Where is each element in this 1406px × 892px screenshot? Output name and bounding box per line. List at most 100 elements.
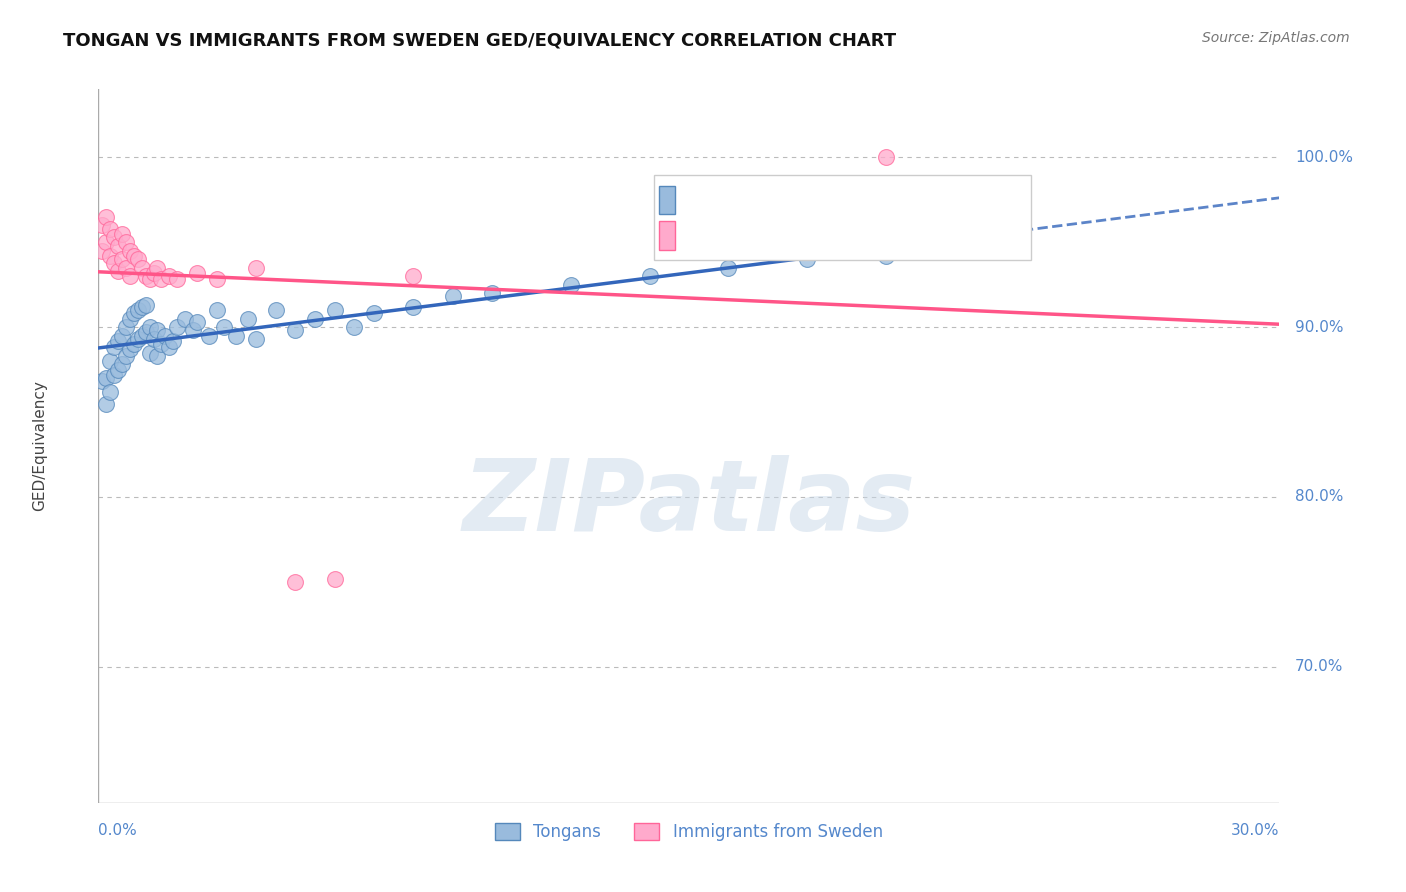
Point — [264, 303, 287, 318]
Point — [131, 328, 153, 343]
Point — [363, 306, 385, 320]
Point — [236, 311, 259, 326]
Point — [150, 272, 173, 286]
Point — [343, 320, 366, 334]
Point — [135, 298, 157, 312]
Point — [402, 300, 425, 314]
Point — [138, 272, 160, 286]
Point — [115, 320, 138, 334]
Text: R = 0.388: R = 0.388 — [682, 191, 772, 209]
Text: 70.0%: 70.0% — [1295, 659, 1344, 674]
Point — [157, 269, 180, 284]
Point — [174, 311, 197, 326]
Point — [155, 328, 177, 343]
Point — [146, 349, 169, 363]
Text: 0.0%: 0.0% — [98, 823, 138, 838]
Point — [186, 266, 208, 280]
Point — [107, 362, 129, 376]
Point — [103, 368, 125, 382]
Point — [245, 332, 267, 346]
Point — [91, 375, 114, 389]
Point — [205, 272, 228, 286]
Text: Source: ZipAtlas.com: Source: ZipAtlas.com — [1202, 31, 1350, 45]
Point — [875, 249, 897, 263]
Point — [118, 269, 141, 284]
Point — [245, 260, 267, 275]
Point — [122, 306, 145, 320]
Point — [638, 269, 661, 284]
Text: TONGAN VS IMMIGRANTS FROM SWEDEN GED/EQUIVALENCY CORRELATION CHART: TONGAN VS IMMIGRANTS FROM SWEDEN GED/EQU… — [63, 31, 897, 49]
Point — [197, 328, 219, 343]
Point — [103, 230, 125, 244]
Point — [560, 277, 582, 292]
Text: ZIPatlas: ZIPatlas — [463, 455, 915, 551]
FancyBboxPatch shape — [659, 221, 675, 250]
Point — [135, 325, 157, 339]
Point — [166, 320, 188, 334]
Point — [127, 332, 149, 346]
Point — [107, 334, 129, 348]
Point — [96, 235, 118, 249]
Point — [111, 227, 134, 241]
Point — [111, 358, 134, 372]
Point — [91, 244, 114, 258]
Text: 90.0%: 90.0% — [1295, 319, 1344, 334]
Text: N = 57: N = 57 — [766, 191, 830, 209]
Point — [98, 249, 121, 263]
Point — [107, 264, 129, 278]
Point — [441, 289, 464, 303]
Point — [146, 323, 169, 337]
Point — [118, 342, 141, 356]
Point — [127, 303, 149, 318]
FancyBboxPatch shape — [659, 186, 675, 214]
Point — [122, 249, 145, 263]
FancyBboxPatch shape — [654, 175, 1032, 260]
Point — [323, 303, 346, 318]
Point — [127, 252, 149, 266]
Point — [142, 266, 165, 280]
Text: R =  0.161: R = 0.161 — [682, 227, 782, 244]
Point — [323, 572, 346, 586]
Point — [111, 328, 134, 343]
Point — [135, 269, 157, 284]
Point — [796, 252, 818, 266]
Legend: Tongans, Immigrants from Sweden: Tongans, Immigrants from Sweden — [488, 816, 890, 848]
Point — [953, 244, 976, 258]
Point — [214, 320, 236, 334]
Point — [157, 341, 180, 355]
Point — [115, 235, 138, 249]
Point — [122, 337, 145, 351]
Point — [131, 300, 153, 314]
Point — [150, 337, 173, 351]
Point — [166, 272, 188, 286]
Point — [225, 328, 247, 343]
Text: GED/Equivalency: GED/Equivalency — [32, 381, 46, 511]
Point — [115, 349, 138, 363]
Text: 30.0%: 30.0% — [1232, 823, 1279, 838]
Point — [103, 255, 125, 269]
Point — [284, 574, 307, 589]
Point — [205, 303, 228, 318]
Point — [98, 354, 121, 368]
Text: 100.0%: 100.0% — [1295, 150, 1353, 165]
Point — [162, 334, 184, 348]
Point — [142, 332, 165, 346]
Point — [131, 260, 153, 275]
Point — [402, 269, 425, 284]
Point — [284, 323, 307, 337]
Point — [181, 323, 204, 337]
Point — [111, 252, 134, 266]
Point — [186, 315, 208, 329]
Point — [96, 396, 118, 410]
Point — [875, 150, 897, 164]
Point — [481, 286, 503, 301]
Point — [98, 384, 121, 399]
Point — [118, 311, 141, 326]
Point — [304, 311, 326, 326]
Point — [91, 218, 114, 232]
Point — [103, 341, 125, 355]
Point — [96, 371, 118, 385]
Point — [96, 210, 118, 224]
Point — [717, 260, 740, 275]
Point — [107, 238, 129, 252]
